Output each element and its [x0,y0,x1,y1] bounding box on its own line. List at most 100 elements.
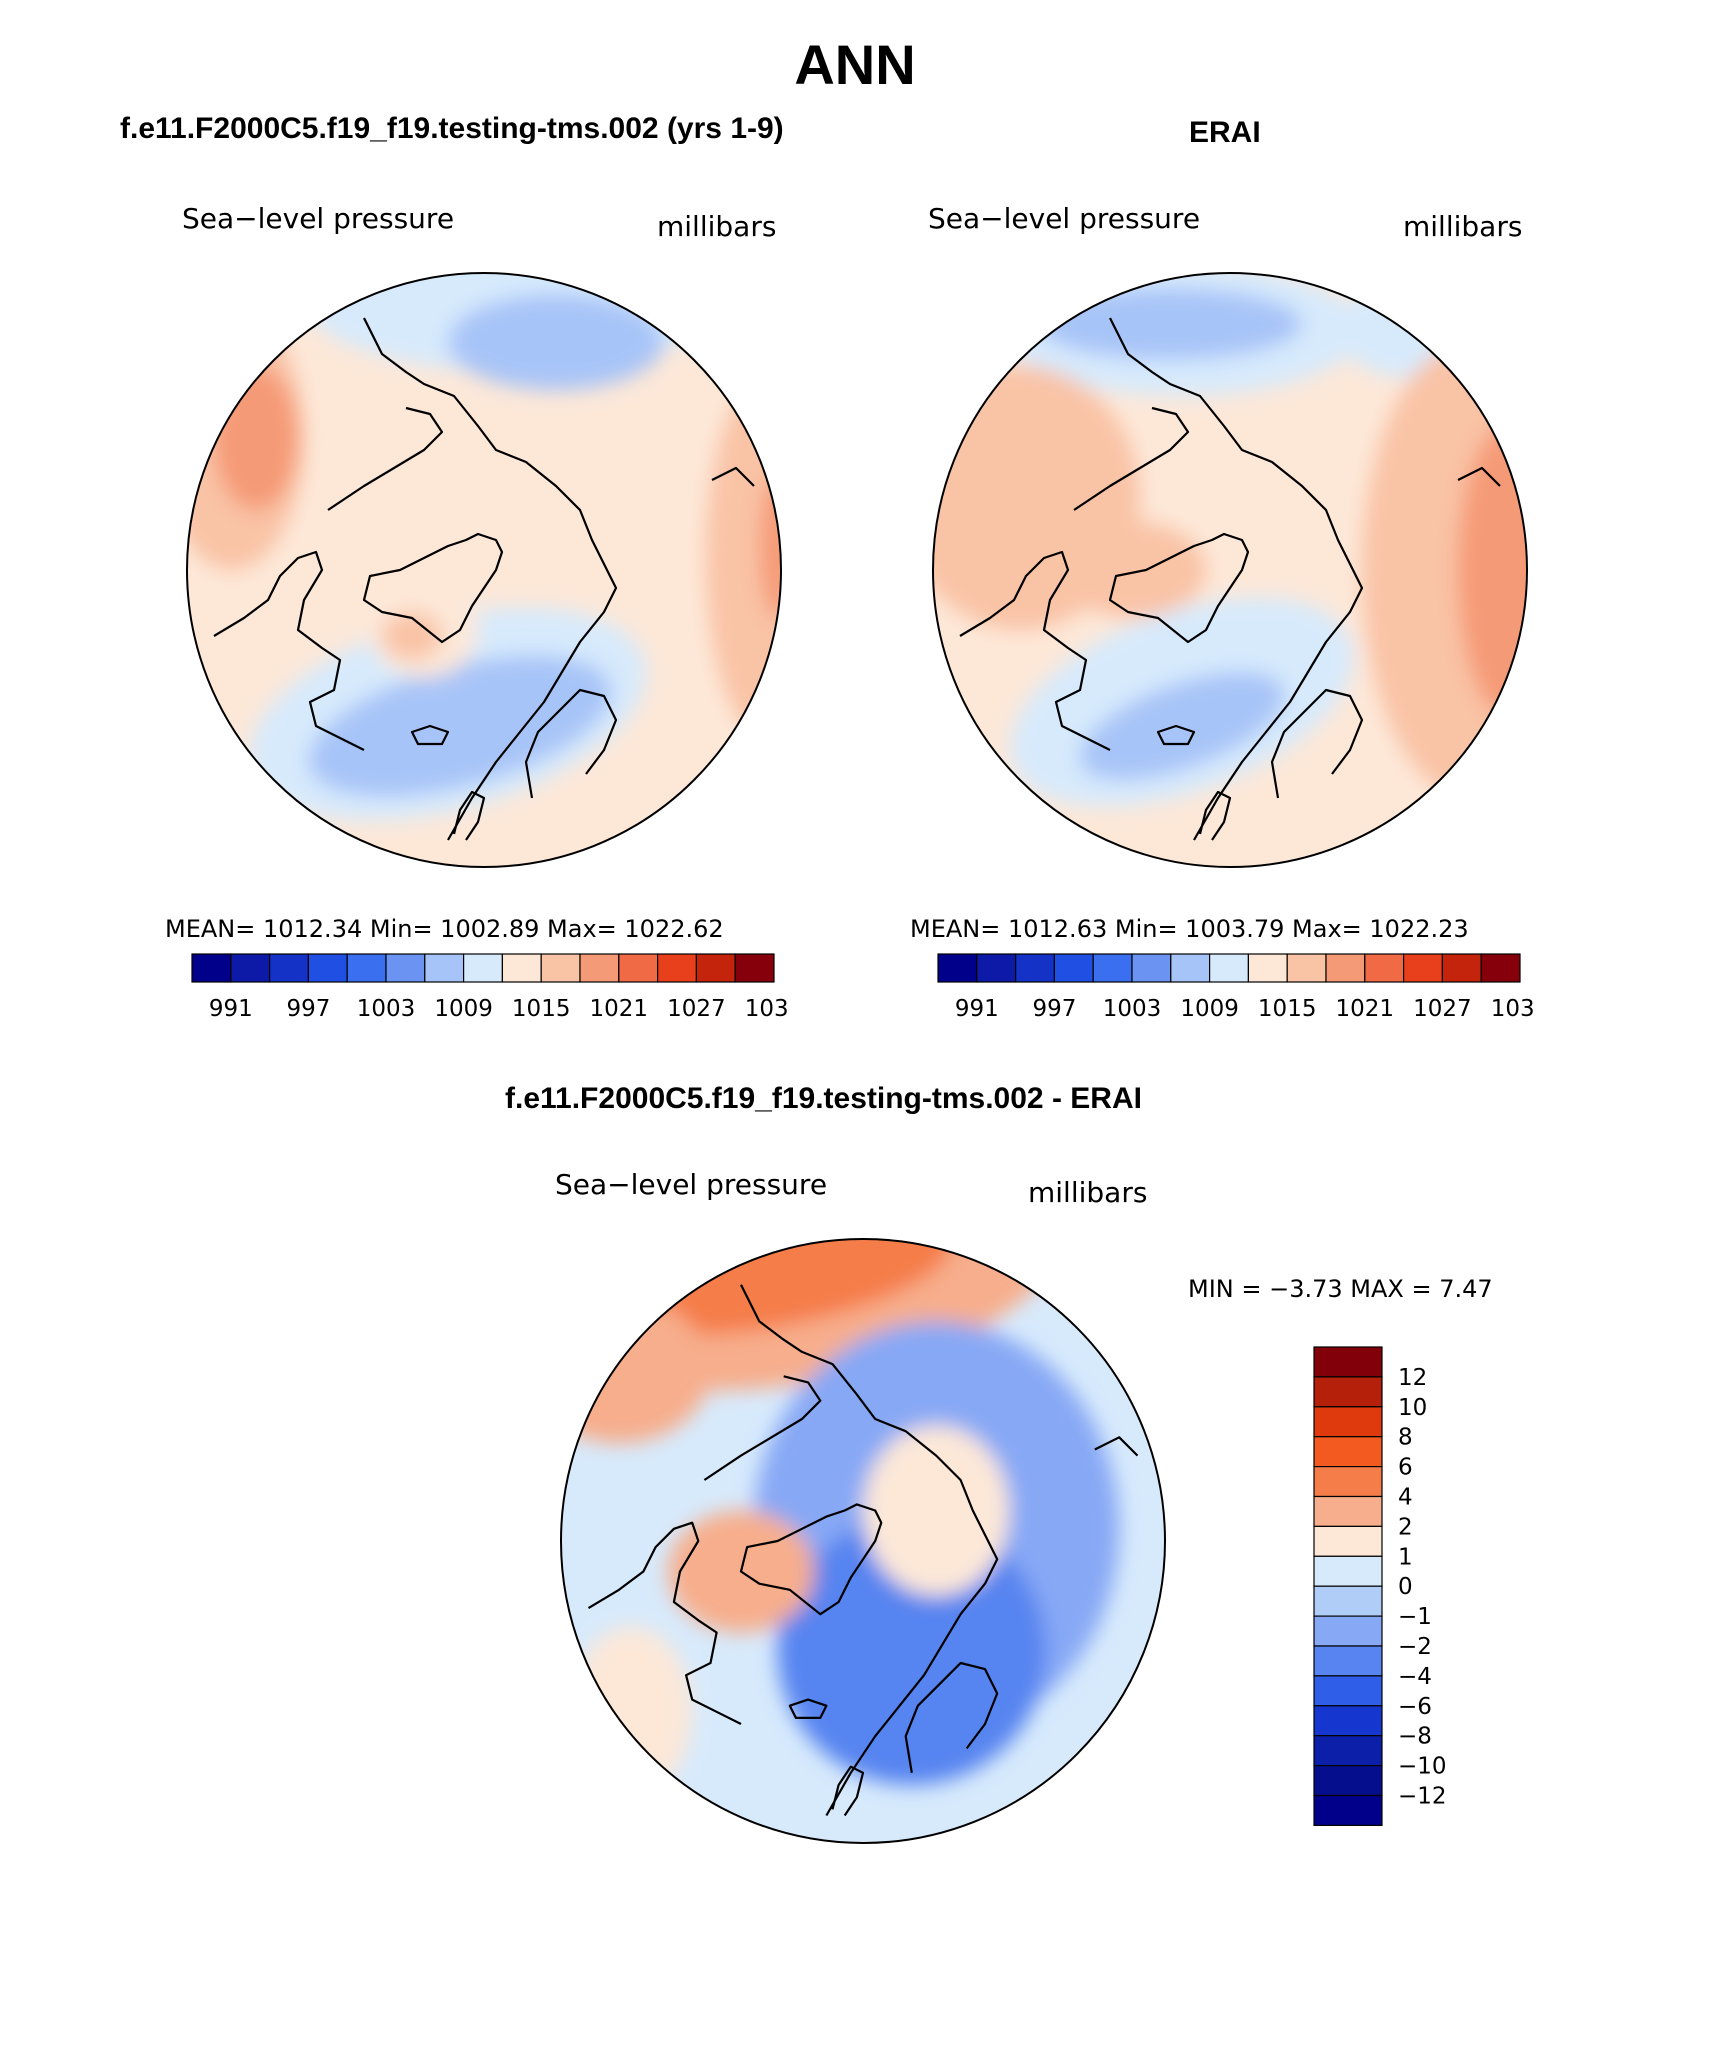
coastline [739,1503,883,1616]
panel-3-colorbar-tick-label: −6 [1398,1694,1432,1720]
panel-3-case-title: f.e11.F2000C5.f19_f19.testing-tms.002 - … [505,1082,1142,1115]
panel-1-colorbar-tick-label: 1027 [667,996,726,1022]
panel-2-stats: MEAN= 1012.63 Min= 1003.79 Max= 1022.23 [910,915,1469,943]
panel-1-case-title: f.e11.F2000C5.f19_f19.testing-tms.002 (y… [120,112,784,145]
coastline [1270,688,1364,799]
coastline [703,1375,822,1481]
coastline [711,466,755,487]
panel-2-colorbar-swatch [1209,953,1250,983]
map-boundary [186,272,782,868]
panel-3-colorbar-swatch [1313,1645,1383,1677]
panel-3-colorbar-tick-label: 1 [1398,1544,1413,1570]
panel-2-colorbar-swatch [1364,953,1405,983]
panel-1-colorbar-tick-label: 1033 [745,996,790,1022]
panel-1-colorbar-swatch [424,953,465,983]
panel-3-units-label: millibars [1028,1176,1148,1209]
panel-1-variable-label: Sea−level pressure [182,202,455,235]
panel-2-variable-label: Sea−level pressure [928,202,1201,235]
map-boundary [560,1238,1166,1844]
pressure-region [777,1516,1046,1785]
panel-3-colorbar-tick-label: −4 [1398,1664,1432,1690]
panel-1-colorbar-tick-label: 1021 [590,996,649,1022]
page-title: ANN [794,33,916,96]
pressure-region [570,1626,693,1798]
panel-3-colorbar-tick-label: 8 [1398,1425,1413,1451]
panel-2-units-label: millibars [1403,210,1523,243]
panel-1-colorbar-swatch [346,953,387,983]
panel-2-colorbar-swatch [1092,953,1133,983]
pressure-region [1458,426,1527,714]
coastline [788,1698,828,1719]
map-boundary [932,272,1528,868]
pressure-region [308,655,612,797]
panel-2-colorbar-swatch [1131,953,1172,983]
coastline [213,550,365,751]
coastline [524,688,618,799]
panel-1-stats: MEAN= 1012.34 Min= 1002.89 Max= 1022.62 [165,915,724,943]
panel-3-colorbar-tick-label: −8 [1398,1724,1432,1750]
panel-2-colorbar-swatch [1014,953,1055,983]
coastline [1094,1436,1139,1457]
panel-2-colorbar-swatch [1441,953,1482,983]
panel-3-stats: MIN = −3.73 MAX = 7.47 [1188,1275,1493,1303]
coastline [1457,466,1501,487]
panel-3-colorbar-swatch [1313,1585,1383,1617]
panel-1-units-label: millibars [657,210,777,243]
panel-3-colorbar-tick-label: −12 [1398,1784,1447,1810]
panel-3-colorbar-swatch [1313,1525,1383,1557]
panel-1-colorbar-swatch [307,953,348,983]
coastline [959,550,1111,751]
panel-1-colorbar-swatch [734,953,775,983]
panel-3-polar-map [560,1238,1166,1844]
panel-2-colorbar-tick-label: 991 [955,996,999,1022]
panel-2-colorbar-tick-label: 997 [1032,996,1076,1022]
coastline [1156,724,1196,746]
coastline [1198,790,1232,841]
panel-3-colorbar-tick-label: 12 [1398,1365,1427,1391]
panel-3-colorbar-swatch [1313,1794,1383,1826]
panel-1-colorbar-swatch [618,953,659,983]
panel-1-colorbar-swatch [695,953,736,983]
panel-2-colorbar-tick-label: 1003 [1103,996,1162,1022]
panel-2-colorbar-tick-label: 1027 [1413,996,1472,1022]
panel-3-colorbar-swatch [1313,1675,1383,1707]
panel-3-colorbar-swatch [1313,1436,1383,1468]
panel-2-colorbar-swatch [1170,953,1211,983]
panel-1-colorbar: 991 997 1003 1009 1015 1021 1027 1033 [191,953,790,1022]
panel-3-colorbar-swatch [1313,1406,1383,1438]
panel-3-colorbar-tick-label: 4 [1398,1485,1413,1511]
panel-3-colorbar-tick-label: 2 [1398,1514,1413,1540]
panel-2-colorbar-swatch [1480,953,1521,983]
coastline [1109,317,1364,841]
coastline [452,790,486,841]
coastline [1073,406,1190,511]
pressure-region [1079,671,1285,781]
panel-3-colorbar-swatch [1313,1615,1383,1647]
panel-2-colorbar-tick-label: 1015 [1258,996,1317,1022]
coastline [327,406,444,511]
panel-1-colorbar-tick-label: 1009 [434,996,493,1022]
panel-1-colorbar-tick-label: 1015 [512,996,571,1022]
panel-1-colorbar-swatch [579,953,620,983]
panel-2-colorbar-swatch [1325,953,1366,983]
panel-1-colorbar-tick-label: 1003 [357,996,416,1022]
panel-2-colorbar-swatch [1403,953,1444,983]
pressure-region [1038,288,1302,360]
panel-3-colorbar-swatch [1313,1376,1383,1408]
panel-1-colorbar-tick-label: 991 [209,996,253,1022]
panel-2-colorbar-tick-label: 1033 [1491,996,1536,1022]
pressure-region [214,366,298,510]
panel-2-colorbar-swatch [1286,953,1327,983]
pressure-region [760,474,781,618]
panel-2-polar-map [932,272,1528,868]
panel-3-variable-label: Sea−level pressure [555,1168,828,1201]
panel-1-colorbar-swatch [501,953,542,983]
panel-1-colorbar-swatch [230,953,271,983]
panel-3-colorbar-swatch [1313,1735,1383,1767]
coastline [831,1765,865,1817]
panel-3-colorbar-tick-label: −10 [1398,1754,1447,1780]
panel-3-colorbar-tick-label: 0 [1398,1574,1413,1600]
panel-1-colorbar-swatch [657,953,698,983]
panel-2-colorbar-swatch [1053,953,1094,983]
